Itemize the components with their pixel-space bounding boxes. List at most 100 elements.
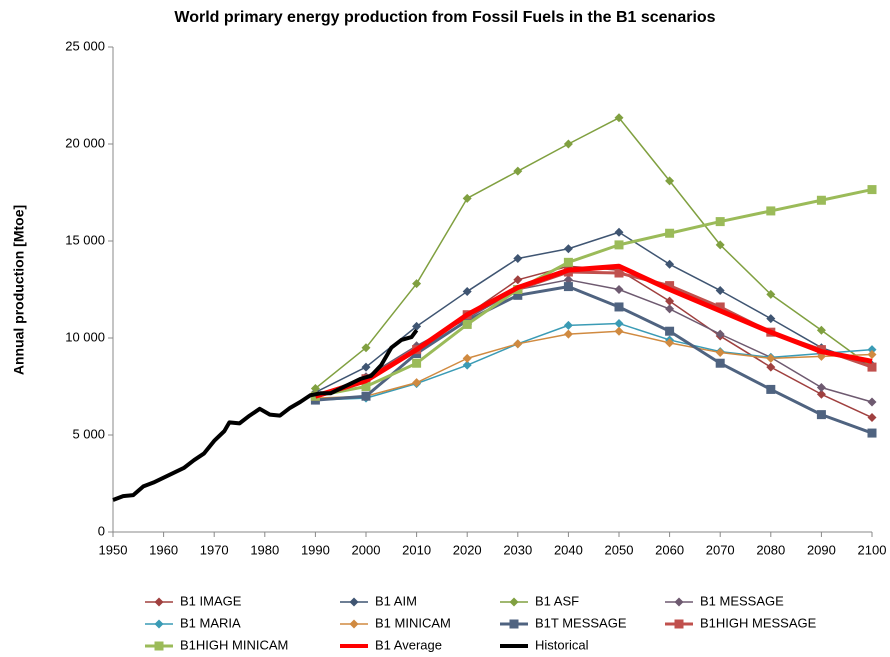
series-line [315,188,873,398]
y-tick-label: 10 000 [65,329,105,344]
point [563,257,573,267]
point [665,338,675,348]
point [867,413,877,423]
point [766,206,776,216]
legend-marker [154,597,164,607]
point [867,185,877,195]
x-tick-label: 2010 [402,542,431,557]
legend-label: B1 Average [375,637,442,652]
point [867,428,877,438]
legend-marker [509,597,519,607]
point [361,343,371,353]
point [513,275,523,285]
point [867,397,877,407]
point [816,195,826,205]
point [513,290,523,300]
point [462,319,472,329]
point [462,193,472,203]
point [614,113,624,123]
point [665,296,675,306]
y-axis-label: Annual production [Mtoe] [11,205,27,375]
legend-marker [674,619,684,629]
point [816,382,826,392]
chart-title: World primary energy production from Fos… [174,9,715,26]
point [715,240,725,250]
point [614,302,624,312]
point [462,286,472,296]
point [412,378,422,388]
x-tick-label: 2090 [807,542,836,557]
legend-label: B1 MINICAM [375,615,451,630]
series-line [314,117,873,390]
legend-label: B1T MESSAGE [535,615,627,630]
legend-label: B1HIGH MESSAGE [700,615,817,630]
point [766,289,776,299]
point [665,259,675,269]
point [766,384,776,394]
point [715,302,725,312]
point [766,362,776,372]
point [766,314,776,324]
point [412,321,422,331]
point [614,268,624,278]
y-tick-label: 20 000 [65,135,105,150]
point [614,285,624,294]
legend-label: B1 MARIA [180,615,241,630]
series-line [315,285,873,435]
point [614,326,624,336]
legend-marker [349,619,359,629]
point [715,285,725,295]
series-line [112,329,419,502]
point [614,227,624,237]
point [867,362,877,372]
legend-label: B1 AIM [375,593,417,608]
x-tick-label: 2030 [503,542,532,557]
point [715,217,725,227]
x-tick-label: 1970 [200,542,229,557]
legend-label: B1HIGH MINICAM [180,637,288,652]
x-tick-label: 1950 [99,542,128,557]
y-tick-label: 5 000 [72,426,105,441]
series-line [315,330,873,399]
x-tick-label: 2040 [554,542,583,557]
legend-label: B1 MESSAGE [700,593,784,608]
point [665,176,675,186]
point [614,318,624,328]
legend-marker [509,619,519,629]
legend-marker [674,597,684,607]
point [563,139,573,149]
point [816,389,826,399]
point [563,329,573,339]
point [715,329,725,339]
point [462,353,472,363]
legend-marker [154,619,164,629]
point [361,391,371,401]
y-tick-label: 15 000 [65,232,105,247]
x-tick-label: 2050 [605,542,634,557]
point [614,240,624,250]
point [816,325,826,335]
series-line [315,279,873,403]
point [867,345,877,355]
legend-label: B1 ASF [535,593,579,608]
point [867,349,877,359]
point [361,362,371,372]
point [715,348,725,358]
point [816,410,826,420]
series-line [315,231,873,393]
legend-label: Historical [535,637,589,652]
point [462,360,472,370]
point [563,244,573,254]
point [513,339,523,349]
point [412,279,422,289]
x-tick-label: 2100 [858,542,887,557]
legend-marker [154,641,164,651]
x-tick-label: 2020 [453,542,482,557]
point [513,253,523,263]
series-line [314,263,873,399]
y-tick-label: 0 [98,523,105,538]
point [665,281,675,291]
point [513,166,523,176]
point [665,228,675,238]
